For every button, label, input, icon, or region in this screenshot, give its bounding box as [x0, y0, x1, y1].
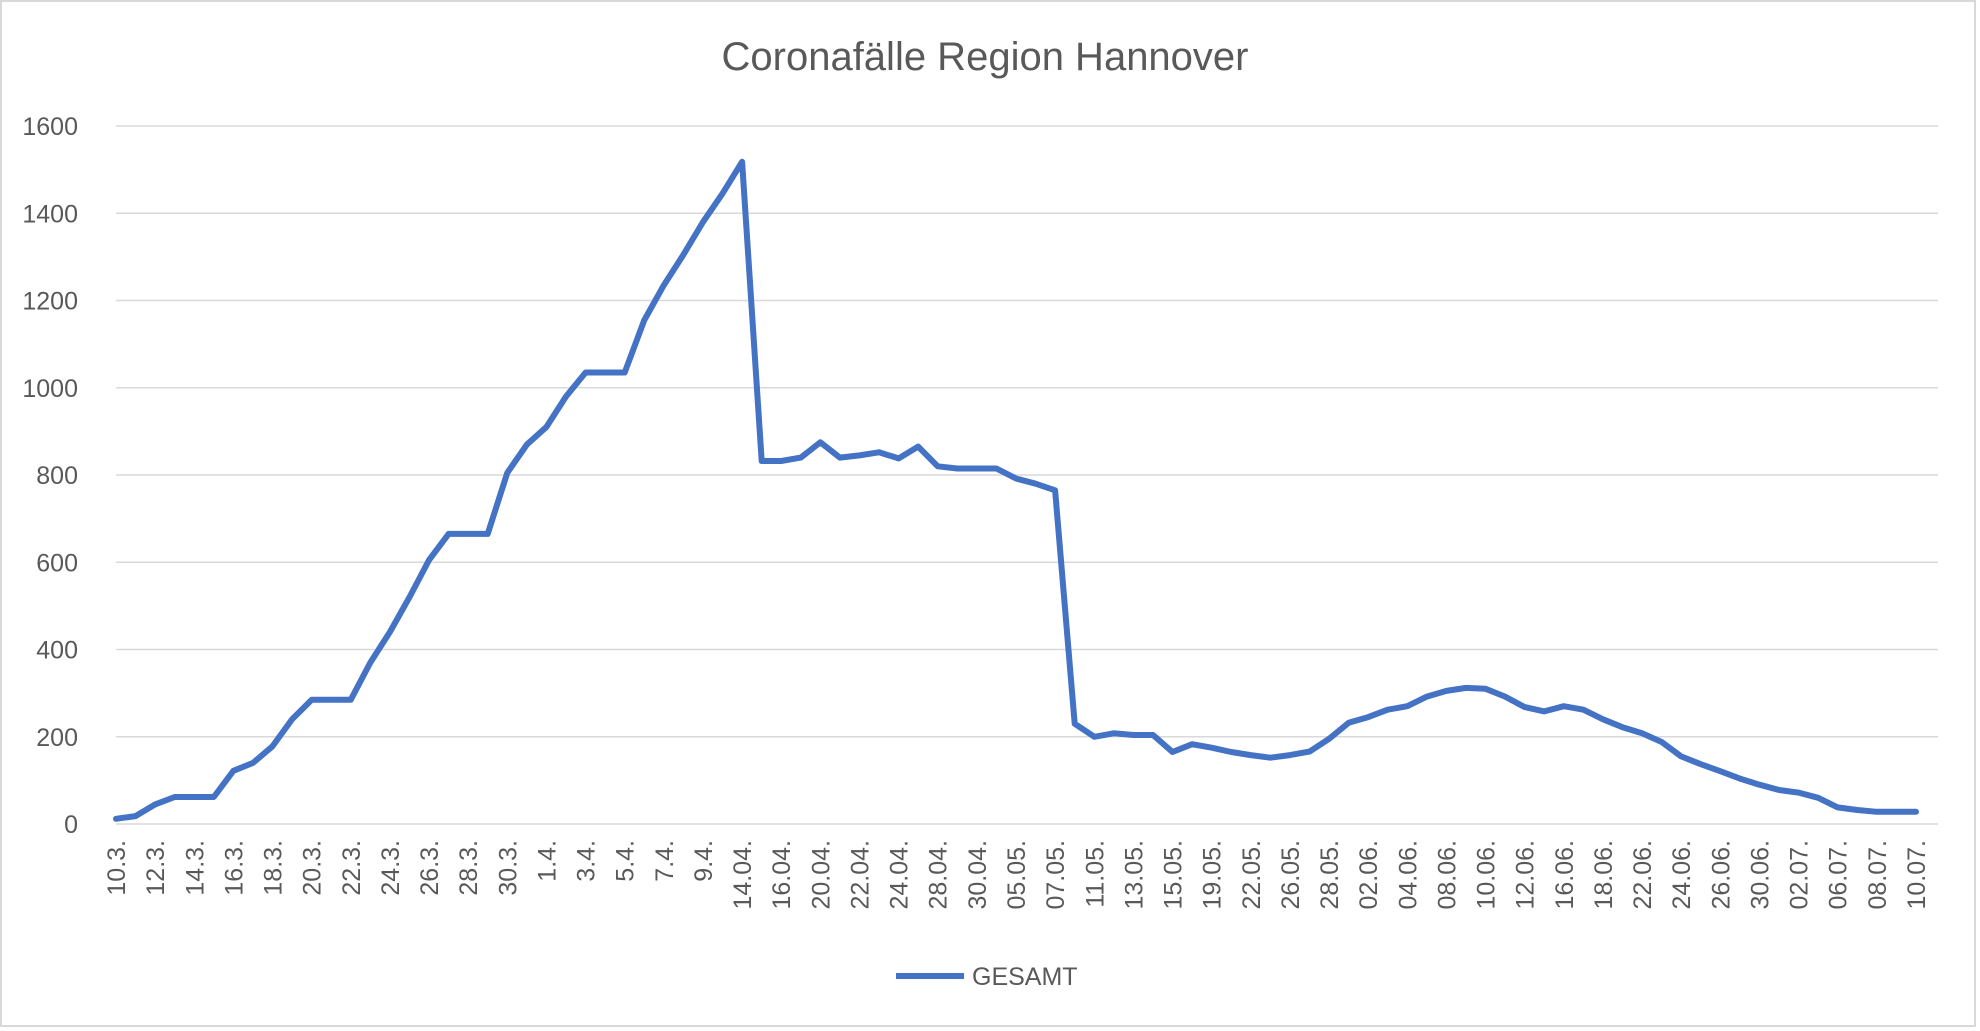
x-tick-label: 24.3. — [377, 840, 405, 896]
gridlines — [116, 125, 1938, 825]
x-tick-label: 20.3. — [299, 840, 327, 896]
series-layer — [113, 158, 1919, 822]
x-tick-label: 22.04. — [846, 840, 874, 910]
x-tick-label: 26.05. — [1277, 840, 1305, 910]
x-tick-label: 16.04. — [768, 840, 796, 910]
x-tick-label: 20.04. — [807, 840, 835, 910]
x-tick-label: 3.4. — [573, 840, 601, 882]
x-axis-tick-labels: 10.3. 12.3. 14.3. 16.3. 18.3. 20.3. 22.3. 24.3.… — [103, 840, 1931, 910]
x-tick-label: 10.06. — [1473, 840, 1501, 910]
x-tick-label: 10.3. — [103, 840, 131, 896]
y-tick-label: 1400 — [22, 200, 78, 228]
x-tick-label: 22.06. — [1629, 840, 1657, 910]
legend: GESAMT — [896, 963, 1078, 991]
x-tick-label: 24.06. — [1668, 840, 1696, 910]
x-tick-label: 19.05. — [1199, 840, 1227, 910]
x-tick-label: 18.3. — [260, 840, 288, 896]
y-tick-label: 600 — [36, 549, 78, 577]
x-tick-label: 14.3. — [181, 840, 209, 896]
x-tick-label: 10.07. — [1903, 840, 1931, 910]
y-tick-label: 1000 — [22, 375, 78, 403]
x-tick-label: 22.05. — [1238, 840, 1266, 910]
x-tick-label: 22.3. — [338, 840, 366, 896]
x-tick-label: 02.06. — [1355, 840, 1383, 910]
x-tick-label: 07.05. — [1042, 840, 1070, 910]
x-tick-label: 04.06. — [1394, 840, 1422, 910]
x-tick-label: 18.06. — [1590, 840, 1618, 910]
y-axis-tick-labels: 0 200 400 600 800 1000 1200 1400 1600 — [22, 113, 78, 839]
x-tick-label: 08.07. — [1864, 840, 1892, 910]
y-tick-label: 0 — [64, 811, 78, 839]
x-tick-label: 28.04. — [925, 840, 953, 910]
x-tick-label: 16.3. — [220, 840, 248, 896]
x-tick-label: 5.4. — [612, 840, 640, 882]
y-tick-label: 200 — [36, 724, 78, 752]
x-tick-label: 16.06. — [1551, 840, 1579, 910]
x-tick-label: 28.05. — [1316, 840, 1344, 910]
x-tick-label: 1.4. — [533, 840, 561, 882]
x-tick-label: 26.06. — [1707, 840, 1735, 910]
x-tick-label: 9.4. — [690, 840, 718, 882]
series-line-gesamt — [113, 158, 1919, 822]
x-tick-label: 08.06. — [1433, 840, 1461, 910]
x-tick-label: 11.05. — [1081, 840, 1109, 908]
y-tick-label: 800 — [36, 462, 78, 490]
y-tick-label: 1600 — [22, 113, 78, 141]
x-tick-label: 14.04. — [729, 840, 757, 910]
y-tick-label: 1200 — [22, 288, 78, 316]
chart-title: Coronafälle Region Hannover — [722, 35, 1249, 79]
x-tick-label: 15.05. — [1160, 840, 1188, 910]
y-tick-label: 400 — [36, 637, 78, 665]
x-tick-label: 30.06. — [1746, 840, 1774, 910]
x-tick-label: 06.07. — [1825, 840, 1853, 910]
x-tick-label: 12.3. — [142, 840, 170, 896]
x-tick-label: 30.3. — [494, 840, 522, 896]
x-tick-label: 05.05. — [1003, 840, 1031, 910]
x-tick-label: 7.4. — [651, 840, 679, 882]
x-tick-label: 02.07. — [1786, 840, 1814, 910]
x-tick-label: 26.3. — [416, 840, 444, 896]
x-tick-label: 28.3. — [455, 840, 483, 896]
x-tick-label: 24.04. — [886, 840, 914, 910]
x-tick-label: 30.04. — [964, 840, 992, 910]
x-tick-label: 12.06. — [1512, 840, 1540, 910]
legend-label-gesamt: GESAMT — [972, 963, 1078, 991]
x-tick-label: 13.05. — [1120, 840, 1148, 910]
